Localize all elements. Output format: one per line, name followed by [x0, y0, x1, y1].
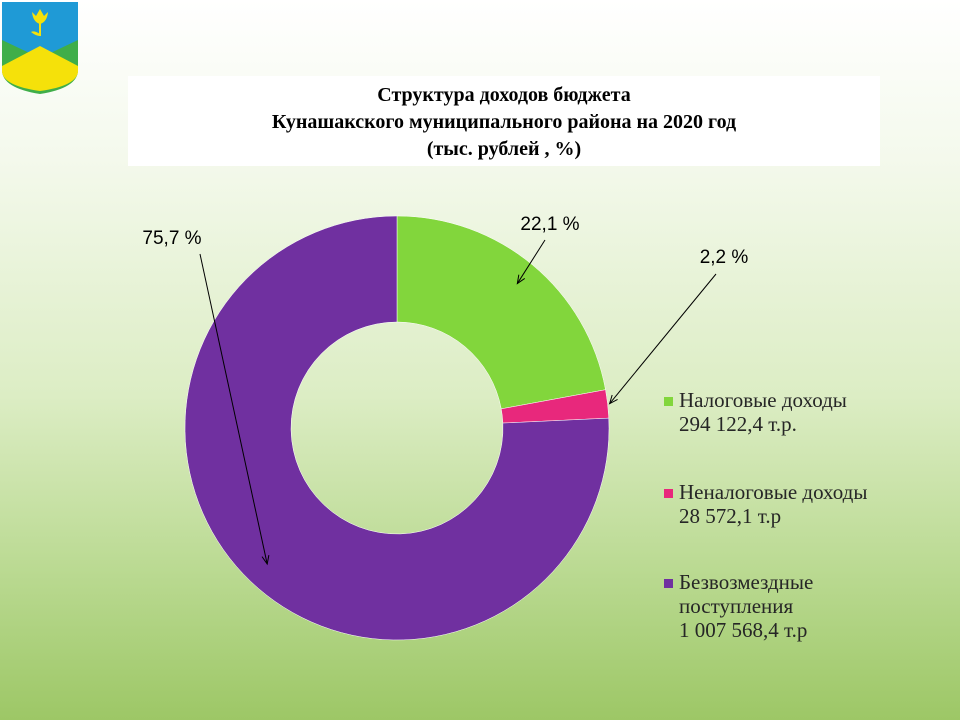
coat-of-arms-icon — [2, 2, 78, 94]
legend-label: Налоговые доходы 294 122,4 т.р. — [679, 388, 919, 436]
leader-arrowhead — [261, 555, 270, 566]
legend-label: Безвозмездные поступления 1 007 568,4 т.р — [679, 570, 919, 642]
legend-label-line: Безвозмездные — [679, 570, 814, 594]
chart-title-line-1: Структура доходов бюджета — [377, 84, 631, 106]
label-pct-bezvozmezdnye: 75,7 % — [142, 228, 201, 249]
percent-labels: 22,1 % 2,2 % 75,7 % — [142, 214, 748, 268]
legend-swatch — [664, 579, 673, 588]
label-pct-nalogovye: 22,1 % — [520, 214, 579, 235]
chart-title-line-2: Кунашакского муниципального района на 20… — [271, 111, 737, 133]
legend-label-line: Налоговые доходы — [679, 388, 847, 412]
slice-nalogovye — [396, 215, 606, 410]
leader-arrowhead — [516, 274, 526, 285]
legend-label-line: 28 572,1 т.р — [679, 504, 782, 528]
chart-title: Структура доходов бюджета Кунашакского м… — [128, 76, 880, 166]
legend-label-line: 1 007 568,4 т.р — [679, 618, 808, 642]
leader-line — [516, 239, 546, 284]
leader-line — [199, 253, 268, 565]
label-pct-nenalogovye: 2,2 % — [700, 247, 749, 268]
chart-title-line-3: (тыс. рублей , %) — [426, 138, 582, 160]
legend-label: Неналоговые доходы 28 572,1 т.р — [679, 480, 919, 528]
legend-label-line: поступления — [679, 594, 794, 618]
legend-label-line: Неналоговые доходы — [679, 480, 868, 504]
leader-lines — [199, 239, 717, 566]
doughnut-slices — [184, 215, 610, 641]
legend-label-line: 294 122,4 т.р. — [679, 412, 797, 436]
leader-line — [609, 273, 717, 404]
leader-arrowhead — [608, 394, 618, 405]
legend-swatch — [664, 397, 673, 406]
slice-bezvozmezdnye — [184, 215, 610, 641]
legend-swatch — [664, 489, 673, 498]
